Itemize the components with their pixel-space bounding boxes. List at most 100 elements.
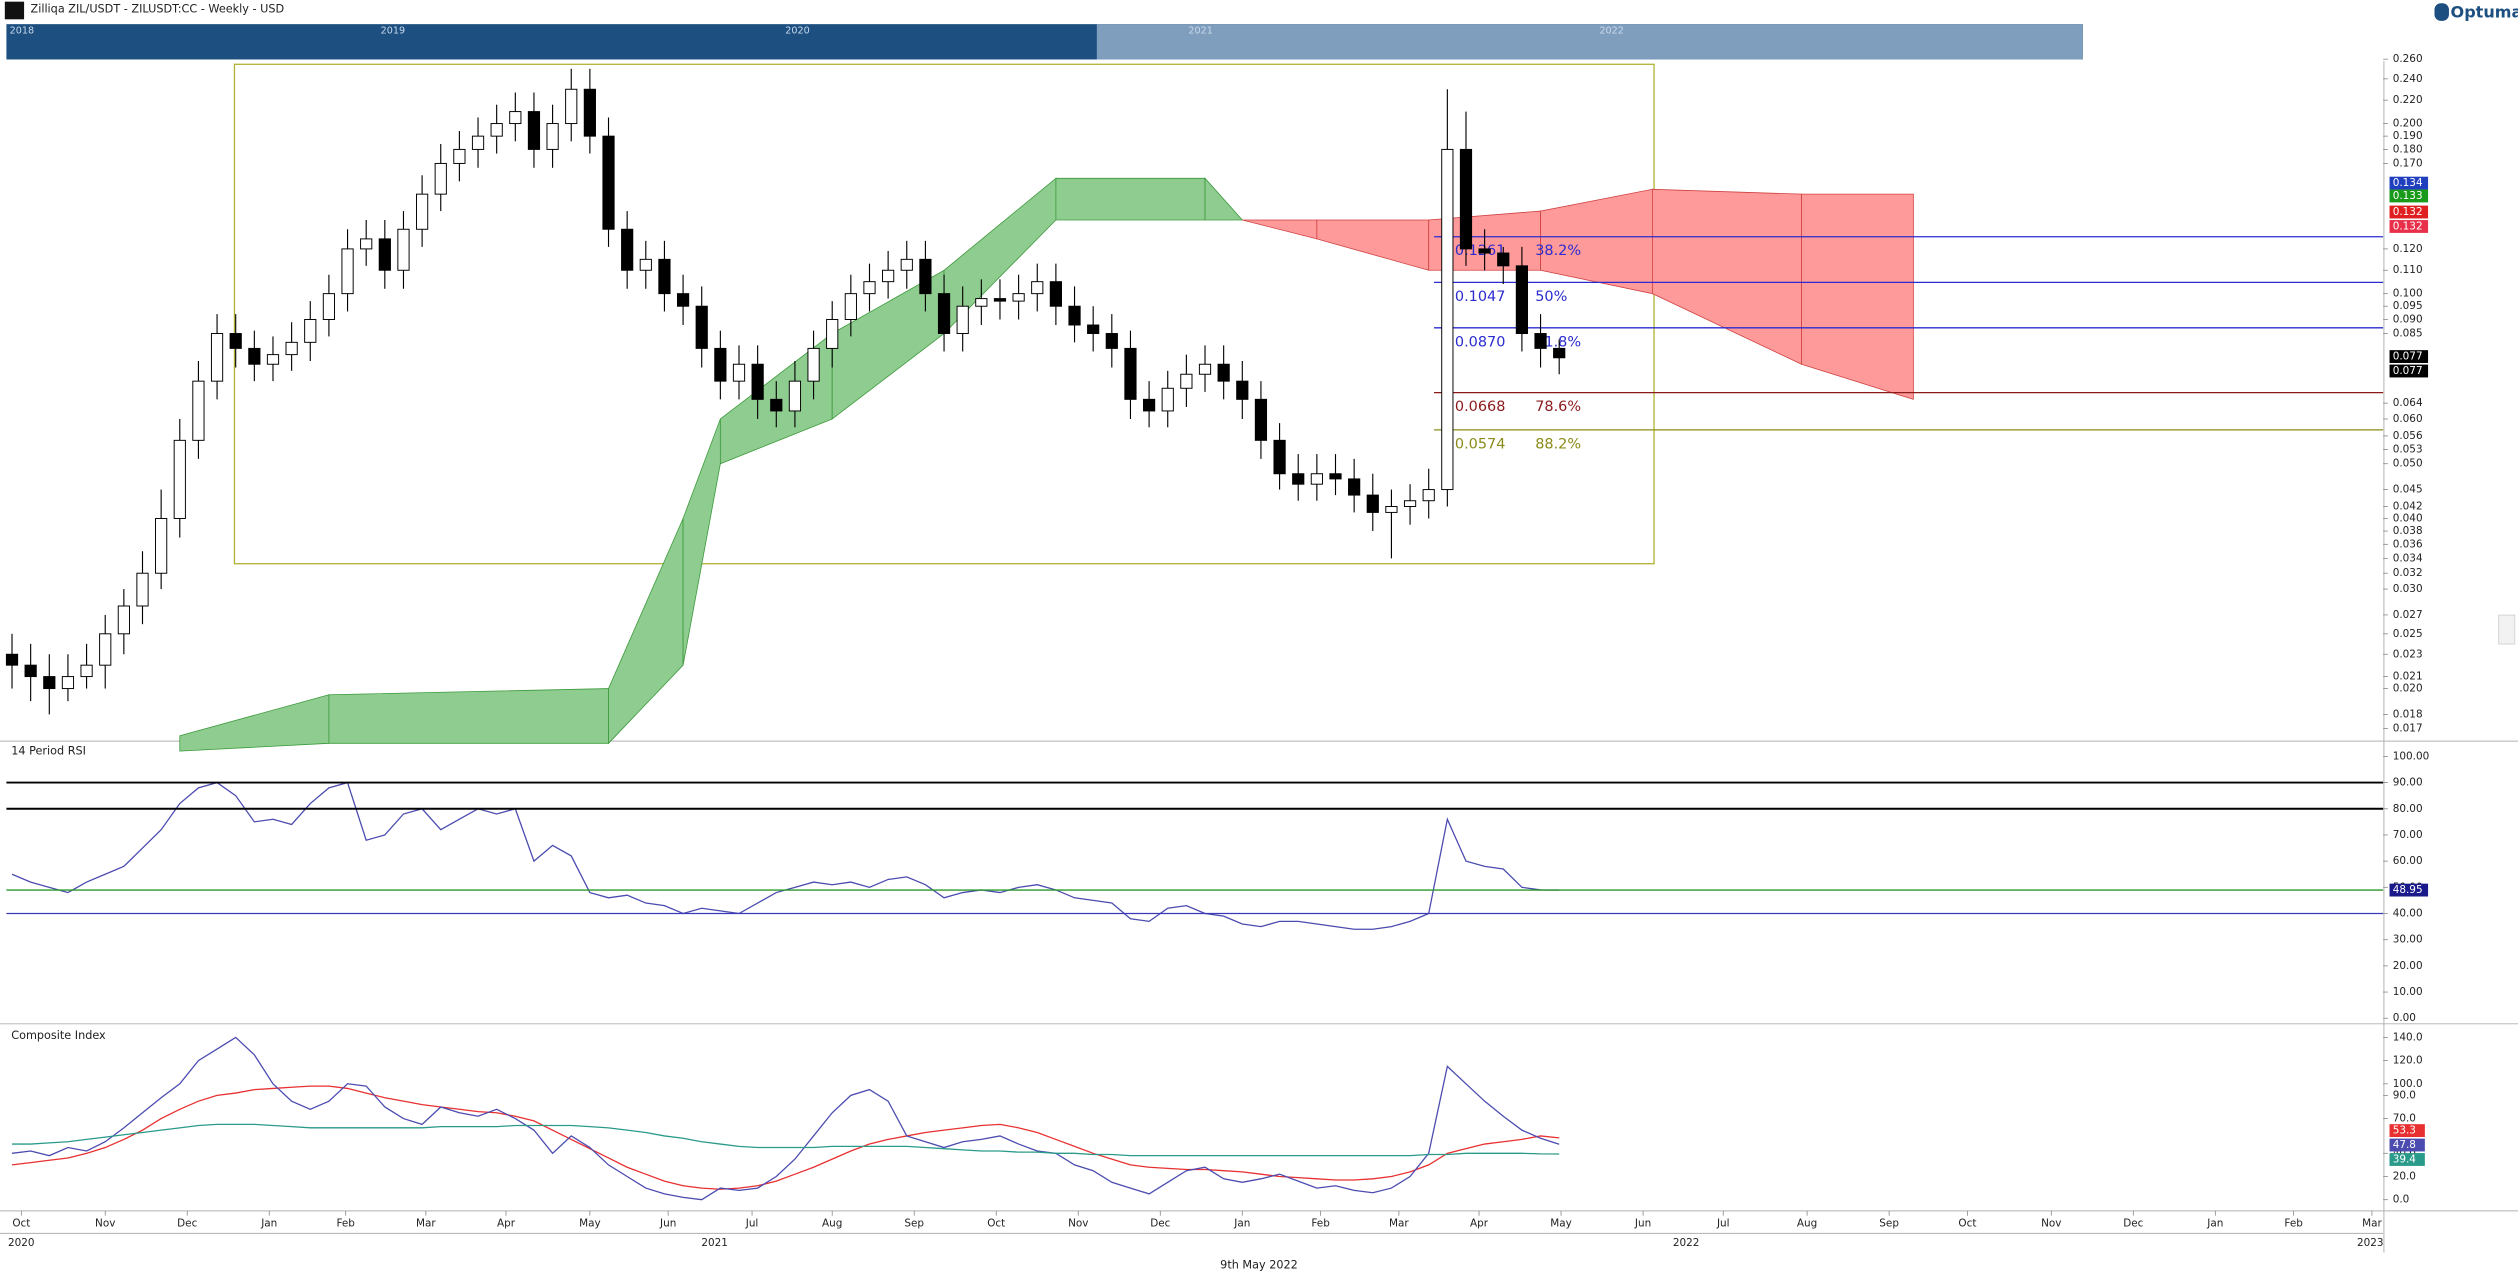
candle-body — [993, 298, 1007, 302]
price-badge-label: 0.077 — [2393, 365, 2423, 377]
candle-body — [304, 319, 317, 343]
y-tick-label: 70.00 — [2393, 829, 2423, 841]
y-tick-label: 0.053 — [2393, 443, 2423, 455]
value-badge — [2389, 1153, 2425, 1166]
symbol-icon[interactable] — [4, 1, 25, 20]
year-label: 2022 — [1673, 1237, 1700, 1249]
y-tick-label: 90.00 — [2393, 777, 2423, 789]
candle-body — [1515, 265, 1529, 335]
y-tick-label: 0.190 — [2393, 130, 2423, 142]
panel-title: Composite Index — [11, 1029, 106, 1042]
x-tick-label: Dec — [177, 1218, 197, 1230]
candle-body — [509, 111, 522, 125]
price-badge-label: 0.133 — [2393, 190, 2423, 202]
y-tick-label: 0.200 — [2393, 118, 2423, 130]
cloud-segment — [1801, 193, 1914, 400]
y-tick-label: 0.027 — [2393, 609, 2423, 621]
candle-body — [248, 347, 261, 365]
fib-price: 0.1047 — [1455, 289, 1506, 305]
candle-body — [527, 111, 541, 150]
x-tick-label: Nov — [2041, 1218, 2061, 1230]
candle-body — [1441, 148, 1454, 491]
y-tick-label: 0.110 — [2393, 264, 2423, 276]
price-badge — [2389, 364, 2429, 378]
candle-body — [676, 293, 690, 307]
brand-logo — [2434, 3, 2449, 21]
price-badge-label: 0.134 — [2393, 177, 2423, 189]
value-badge-label: 53.3 — [2393, 1125, 2416, 1137]
y-tick-label: 30.00 — [2393, 934, 2423, 946]
x-tick-label: Jan — [1233, 1218, 1250, 1230]
candle-body — [882, 269, 895, 283]
y-tick-label: 0.180 — [2393, 143, 2423, 155]
price-badge — [2389, 176, 2429, 190]
candle-body — [99, 633, 112, 666]
y-tick-label: 90.0 — [2393, 1089, 2416, 1101]
candle-body — [43, 676, 56, 690]
x-tick-label: Jun — [659, 1218, 676, 1230]
candle-body — [1142, 398, 1156, 412]
y-tick-label: 0.120 — [2393, 243, 2423, 255]
navigator-window[interactable] — [1096, 24, 2083, 60]
y-tick-label: 0.020 — [2393, 683, 2423, 695]
candle-body — [1236, 380, 1249, 400]
y-tick-label: 0.045 — [2393, 484, 2423, 496]
x-tick-label: Apr — [497, 1218, 516, 1230]
candle-body — [24, 664, 37, 678]
y-tick-label: 120.0 — [2393, 1055, 2423, 1067]
candle-body — [565, 88, 578, 125]
x-tick-label: Nov — [95, 1218, 115, 1230]
candle-body — [229, 333, 242, 349]
y-tick-label: 0.018 — [2393, 708, 2423, 720]
candle-body — [1459, 148, 1473, 250]
y-tick-label: 0.030 — [2393, 583, 2423, 595]
price-badge-label: 0.132 — [2393, 206, 2423, 218]
fib-price: 0.0574 — [1455, 436, 1506, 452]
y-tick-label: 70.0 — [2393, 1113, 2416, 1125]
candle-body — [1031, 281, 1044, 295]
x-tick-label: Jul — [1716, 1218, 1730, 1230]
y-tick-label: 0.060 — [2393, 413, 2423, 425]
candle-body — [378, 238, 391, 271]
fib-percent: 88.2% — [1535, 436, 1581, 452]
navigator-year: 2019 — [381, 26, 405, 37]
candle-body — [1198, 363, 1212, 375]
candle-body — [788, 380, 802, 412]
y-tick-label: 0.036 — [2393, 538, 2423, 550]
fib-percent: 38.2% — [1535, 243, 1581, 259]
y-tick-label: 100.00 — [2393, 750, 2429, 762]
candle-body — [937, 293, 951, 335]
candle-body — [1292, 473, 1305, 485]
candle-body — [1161, 387, 1174, 412]
candle-body — [1273, 439, 1286, 475]
candle-body — [266, 354, 280, 365]
indicator-line — [12, 1123, 1560, 1157]
y-tick-label: 0.025 — [2393, 628, 2423, 640]
y-tick-label: 0.021 — [2393, 671, 2423, 683]
candle-body — [192, 380, 205, 441]
y-tick-label: 0.00 — [2393, 1012, 2416, 1024]
candle-body — [1087, 324, 1100, 335]
candle-body — [490, 123, 503, 137]
y-tick-label: 0.220 — [2393, 94, 2423, 106]
candle-body — [1068, 305, 1081, 326]
candle-body — [1422, 489, 1435, 502]
value-badge-label: 48.95 — [2393, 884, 2423, 896]
candle-body — [1534, 333, 1547, 349]
brand: Optuma — [2451, 2, 2518, 21]
value-badge — [2389, 1138, 2425, 1152]
x-tick-label: Mar — [1389, 1218, 1409, 1230]
side-panel-toggle[interactable] — [2498, 614, 2516, 645]
candle-body — [546, 123, 559, 150]
y-tick-label: 0.017 — [2393, 722, 2423, 734]
indicator-line — [11, 1085, 1560, 1190]
x-tick-label: Aug — [1797, 1218, 1817, 1230]
x-tick-label: Jan — [2206, 1218, 2223, 1230]
value-badge-label: 47.8 — [2393, 1139, 2416, 1151]
candle-body — [583, 88, 596, 137]
candle-body — [1403, 500, 1417, 507]
y-tick-label: 0.0 — [2393, 1194, 2410, 1206]
